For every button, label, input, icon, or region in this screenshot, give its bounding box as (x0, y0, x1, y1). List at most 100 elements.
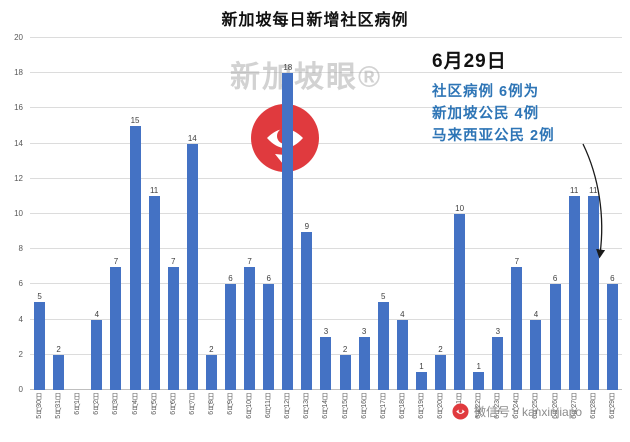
bar (358, 337, 370, 390)
bar-slot: 7 (106, 38, 125, 390)
y-tick-label: 0 (18, 385, 23, 394)
bar-slot: 7 (164, 38, 183, 390)
bar-slot: 11 (565, 38, 584, 390)
gridline (30, 248, 622, 250)
x-tick-label: 5月30日 (36, 393, 44, 419)
bar-value-label: 6 (228, 274, 233, 284)
bar-value-label: 7 (170, 256, 176, 266)
bar-slot: 3 (316, 38, 335, 390)
bar (244, 266, 256, 390)
x-tick: 5月31日 (49, 391, 68, 441)
bar (224, 284, 236, 390)
bar-value-label: 6 (266, 274, 271, 284)
x-tick: 5月30日 (30, 391, 49, 441)
x-tick: 6月18日 (393, 391, 412, 441)
x-tick-label: 6月18日 (398, 393, 406, 419)
bar (530, 319, 542, 390)
x-tick-label: 6月13日 (303, 393, 311, 419)
bar-slot: 5 (374, 38, 393, 390)
x-tick-label: 6月11日 (265, 393, 273, 419)
y-tick-label: 8 (18, 244, 23, 254)
x-tick: 6月15日 (336, 391, 355, 441)
bar-value-label: 6 (552, 274, 558, 284)
bar-slot: 3 (488, 38, 507, 390)
y-tick-label: 20 (14, 33, 23, 42)
x-tick: 6月16日 (355, 391, 374, 441)
bar (587, 196, 599, 390)
bar-value-label: 3 (361, 327, 367, 337)
bar-value-label: 10 (455, 204, 465, 213)
bar-value-label: 1 (476, 362, 481, 372)
bar-slot: 1 (469, 38, 488, 390)
bar-slot: 6 (259, 38, 278, 390)
gridline (30, 37, 622, 38)
bar-value-label: 9 (304, 221, 310, 231)
bar-slot: 14 (183, 38, 202, 390)
x-tick-label: 6月5日 (150, 393, 158, 415)
bar-slot: 2 (431, 38, 450, 390)
bar-value-label: 5 (381, 292, 386, 301)
x-tick-label: 6月3日 (112, 393, 120, 415)
bar-slot (68, 38, 87, 390)
y-tick-label: 2 (18, 349, 23, 359)
bar-slot: 5 (30, 38, 49, 390)
y-tick-label: 10 (14, 209, 23, 218)
x-tick-label: 6月1日 (74, 393, 82, 415)
bar-slot: 4 (87, 38, 106, 390)
bar (148, 196, 160, 390)
bar-value-label: 7 (514, 256, 520, 266)
bar (454, 214, 466, 390)
footer-text: 微信号：kanxinjiapo (474, 405, 583, 419)
bar-value-label: 6 (610, 274, 615, 284)
x-tick-label: 6月4日 (131, 393, 139, 415)
bar (377, 302, 389, 390)
x-tick: 6月29日 (603, 391, 622, 441)
x-tick: 6月3日 (106, 391, 125, 441)
bar (34, 302, 46, 390)
x-tick-label: 6月16日 (360, 393, 368, 419)
annotation-line-1: 社区病例 6例为 (432, 84, 540, 100)
gridline (30, 142, 622, 144)
bar-value-label: 18 (283, 63, 293, 73)
x-tick: 6月2日 (87, 391, 106, 441)
bar-value-label: 4 (400, 309, 405, 319)
y-tick-label: 12 (14, 173, 23, 183)
bar (606, 284, 618, 390)
x-tick: 6月10日 (240, 391, 259, 441)
watermark-brand-text: 新加坡眼® (230, 61, 383, 94)
bar-slot: 7 (240, 38, 259, 390)
bar-slot: 2 (336, 38, 355, 390)
bar-value-label: 2 (438, 344, 443, 354)
chart-title: 新加坡每日新增社区病例 (221, 12, 409, 29)
x-tick-label: 6月8日 (207, 393, 215, 415)
bar (473, 372, 485, 390)
x-tick: 6月11日 (259, 391, 278, 441)
bar-value-label: 14 (187, 133, 197, 143)
bar-slot: 11 (145, 38, 164, 390)
bar-slot: 6 (546, 38, 565, 390)
x-tick: 6月1日 (68, 391, 87, 441)
bar-slot: 2 (202, 38, 221, 390)
x-tick: 6月20日 (431, 391, 450, 441)
x-tick: 6月7日 (183, 391, 202, 441)
x-tick-label: 6月7日 (188, 393, 196, 415)
bar-value-label: 2 (56, 344, 61, 354)
y-tick-label: 14 (14, 138, 23, 148)
bar-slot: 1 (412, 38, 431, 390)
plot-area: 新加坡眼® 5 2 4 7 15 11 7 14 2 6 7 6 18 9 3 2 3 5 4 1 2 10 1 3 7 4 6 11… (30, 37, 622, 390)
wechat-logo-icon (452, 403, 469, 420)
bar-value-label: 3 (495, 327, 501, 337)
bar (568, 196, 580, 390)
bar-slot: 11 (584, 38, 603, 390)
bar-value-label: 11 (149, 186, 159, 196)
x-tick: 6月17日 (374, 391, 393, 441)
bar-value-label: 2 (209, 344, 214, 354)
bar-slot: 15 (125, 38, 144, 390)
y-tick-label: 4 (18, 314, 23, 324)
gridline (30, 72, 622, 74)
bar (167, 266, 179, 390)
bar-value-label: 4 (533, 309, 539, 319)
x-tick: 6月14日 (316, 391, 335, 441)
bar (415, 372, 427, 390)
bar-slot: 7 (507, 38, 526, 390)
